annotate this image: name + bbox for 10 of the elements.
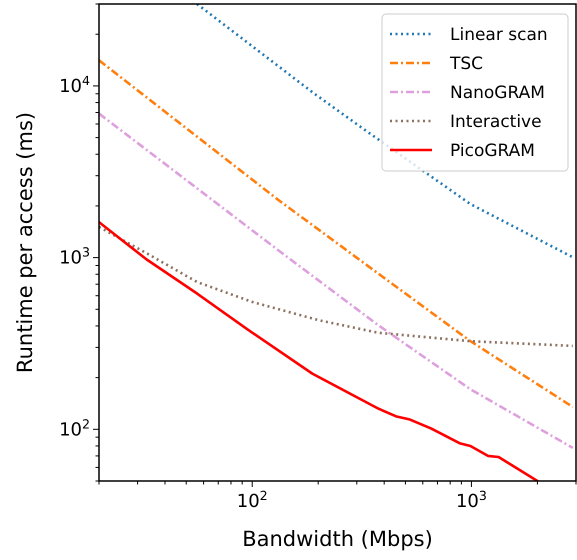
legend-label: PicoGRAM: [450, 141, 535, 161]
x-axis-title: Bandwidth (Mbps): [242, 527, 433, 551]
legend-label: NanoGRAM: [450, 83, 545, 103]
y-tick-label: 10$^{4}$: [59, 72, 90, 97]
y-tick-label: 10$^{3}$: [59, 244, 90, 269]
y-tick-label: 10$^{2}$: [59, 416, 90, 440]
legend-label: TSC: [449, 54, 484, 74]
y-axis-title: Runtime per access (ms): [13, 112, 37, 374]
legend-label: Linear scan: [450, 25, 548, 45]
legend-label: Interactive: [450, 112, 542, 132]
